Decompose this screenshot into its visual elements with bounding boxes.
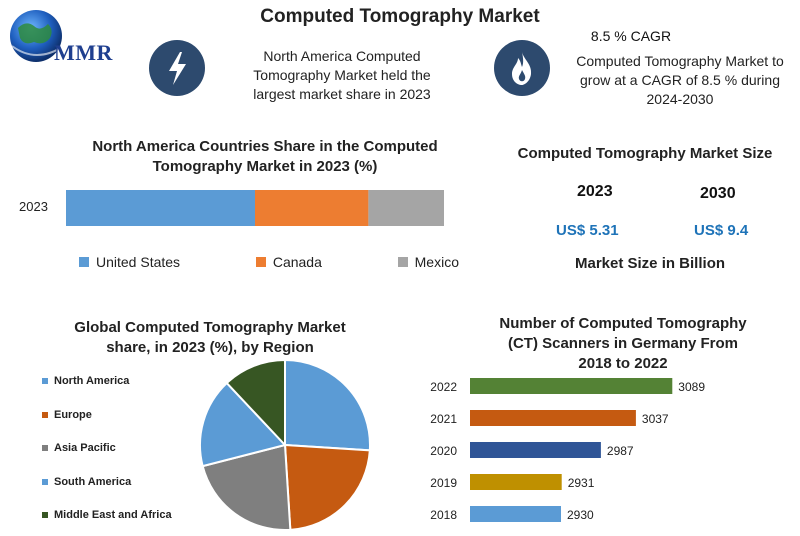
hbar-chart-title-line-2: (CT) Scanners in Germany From (507, 335, 739, 352)
info-left-line-2: Tomography Market held the (253, 67, 431, 83)
hbar-value-label: 2987 (607, 444, 634, 458)
legend-item-us: United States (79, 254, 180, 270)
legend-swatch (42, 411, 48, 418)
pie-chart-title: Global Computed Tomography Market share,… (40, 318, 380, 358)
stacked-segment-canada (255, 190, 369, 226)
legend-item-mexico: Mexico (397, 254, 459, 270)
market-size-footer: Market Size in Billion (574, 255, 726, 272)
hbar-category-label: 2019 (430, 476, 457, 490)
hbar-bar-2018 (470, 506, 561, 522)
stacked-category-label: 2023 (19, 199, 48, 214)
legend-label: United States (96, 254, 181, 270)
logo-text: MMR (54, 40, 113, 65)
pie-legend-item: Asia Pacific (42, 442, 172, 454)
market-size-year-2023: 2023 (577, 183, 613, 200)
legend-swatch (42, 445, 48, 451)
pie-slice-south-america (199, 381, 287, 468)
info-left-text: North America Computed Tomography Market… (226, 47, 458, 104)
market-size-year-2030: 2030 (700, 185, 736, 202)
info-left-line-1: North America Computed (263, 48, 421, 64)
pie-legend-item: Europe (42, 409, 172, 421)
hbar-chart-title-line-3: 2018 to 2022 (578, 355, 668, 372)
pie-legend-label: Asia Pacific (54, 442, 116, 454)
pie-slice-middle-east-and-africa (225, 358, 286, 448)
pie-legend-label: South America (54, 475, 132, 488)
pie-legend-label: Middle East and Africa (54, 509, 172, 521)
stacked-segment-mexico (368, 190, 444, 226)
pie-legend-label: North America (54, 375, 130, 387)
stacked-chart-title-line-1: North America Countries Share in the Com… (92, 138, 438, 155)
hbar-category-label: 2020 (430, 444, 457, 458)
legend-swatch (42, 512, 48, 518)
market-size-value-2023: US$ 5.31 (556, 222, 619, 239)
market-size-value-2030: US$ 9.4 (694, 222, 749, 239)
stacked-bar-chart (66, 190, 444, 226)
hbar-bar-2019 (470, 474, 562, 490)
hbar-bar-2022 (470, 378, 673, 394)
hbar-chart-title: Number of Computed Tomography (CT) Scann… (468, 314, 778, 374)
hbar-category-label: 2021 (430, 412, 457, 426)
legend-swatch (42, 478, 48, 485)
legend-swatch (255, 257, 266, 267)
stacked-legend: United States Canada Mexico (79, 254, 459, 270)
pie-slice-asia-pacific (201, 443, 292, 531)
info-left-line-3: largest market share in 2023 (253, 86, 431, 102)
stacked-chart-title-line-2: Tomography Market in 2023 (%) (152, 158, 378, 175)
info-right-line-1: Computed Tomography Market to (576, 53, 784, 69)
pie-legend-label: Europe (54, 408, 92, 421)
cagr-label: 8.5 % CAGR (590, 28, 672, 44)
info-right-line-3: 2024-2030 (646, 91, 714, 107)
flame-icon (494, 40, 550, 96)
stacked-segment-united-states (66, 190, 255, 226)
legend-swatch (79, 257, 89, 267)
pie-legend: North America Europe Asia Pacific South … (42, 375, 172, 521)
legend-item-canada: Canada (255, 254, 322, 270)
stacked-chart-title: North America Countries Share in the Com… (60, 137, 470, 177)
hbar-category-label: 2018 (430, 508, 457, 522)
legend-label: Canada (272, 254, 322, 270)
legend-label: Mexico (414, 254, 459, 270)
globe-icon (10, 10, 65, 62)
hbar-bar-2020 (470, 442, 601, 458)
mmr-logo (4, 6, 144, 66)
info-right-line-2: grow at a CAGR of 8.5 % during (580, 72, 780, 88)
page-title: Computed Tomography Market (260, 6, 540, 27)
legend-swatch (42, 378, 48, 384)
pie-legend-item: North America (42, 375, 172, 387)
hbar-bar-2021 (470, 410, 636, 426)
pie-slice-north-america (284, 358, 371, 452)
hbar-chart: 2022 3089 2021 3037 2020 2987 2019 2931 2018 2930 (430, 378, 705, 522)
pie-chart-title-line-2: share, in 2023 (%), by Region (106, 339, 314, 356)
info-right-text: Computed Tomography Market to grow at a … (560, 52, 800, 109)
pie-chart (199, 358, 371, 531)
legend-swatch (397, 257, 408, 267)
hbar-value-label: 3037 (642, 412, 669, 426)
hbar-category-label: 2022 (430, 380, 457, 394)
lightning-icon (149, 40, 205, 96)
hbar-value-label: 2930 (567, 508, 594, 522)
market-size-title: Computed Tomography Market Size (517, 145, 773, 162)
hbar-chart-title-line-1: Number of Computed Tomography (499, 315, 747, 332)
pie-legend-item: Middle East and Africa (42, 509, 172, 521)
hbar-value-label: 2931 (568, 476, 595, 490)
hbar-value-label: 3089 (678, 380, 705, 394)
pie-chart-title-line-1: Global Computed Tomography Market (74, 319, 346, 336)
pie-slice-europe (283, 443, 371, 531)
pie-legend-item: South America (42, 476, 172, 488)
